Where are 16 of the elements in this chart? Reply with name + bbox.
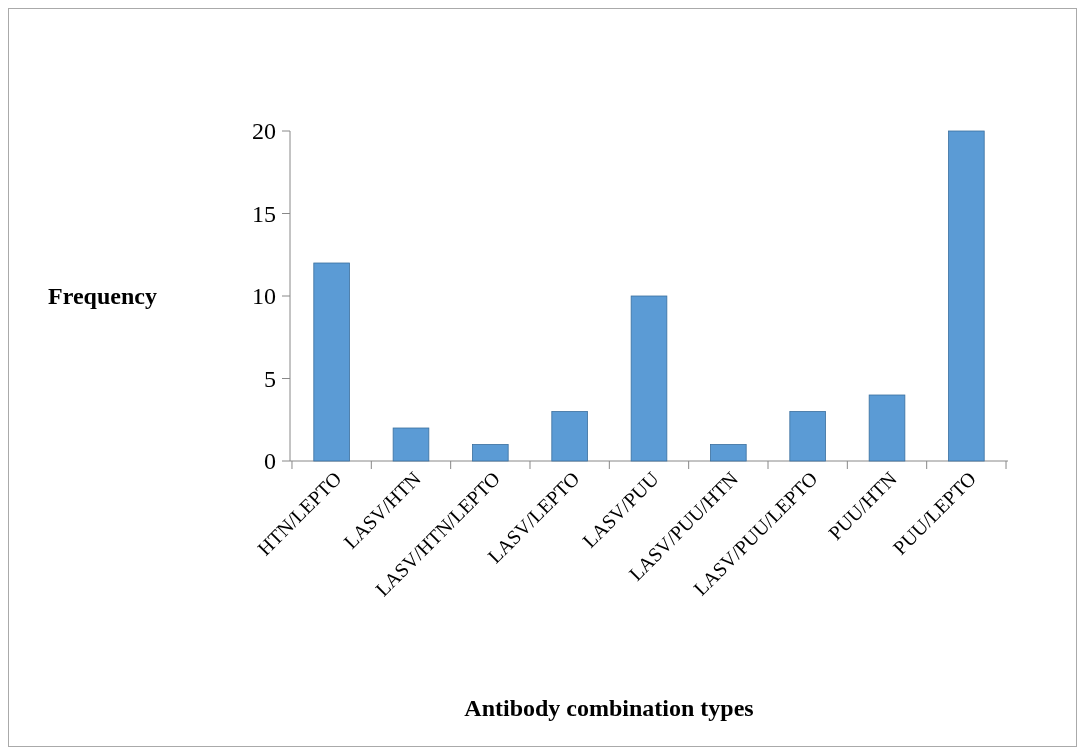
y-tick-label: 10 bbox=[252, 283, 276, 310]
bar bbox=[551, 411, 588, 462]
y-tick-label: 20 bbox=[252, 118, 276, 145]
x-axis-title: Antibody combination types bbox=[464, 695, 754, 721]
bar bbox=[630, 295, 668, 462]
y-tick-label: 15 bbox=[252, 200, 276, 227]
bar bbox=[392, 427, 430, 462]
bar bbox=[868, 394, 906, 462]
y-axis-title: Frequency bbox=[48, 283, 157, 309]
bar bbox=[710, 444, 747, 462]
bar bbox=[789, 411, 826, 462]
bar bbox=[313, 262, 350, 462]
y-tick-label: 0 bbox=[264, 448, 276, 475]
y-tick-label: 5 bbox=[264, 365, 276, 392]
bar bbox=[948, 130, 985, 462]
bar bbox=[472, 444, 509, 462]
